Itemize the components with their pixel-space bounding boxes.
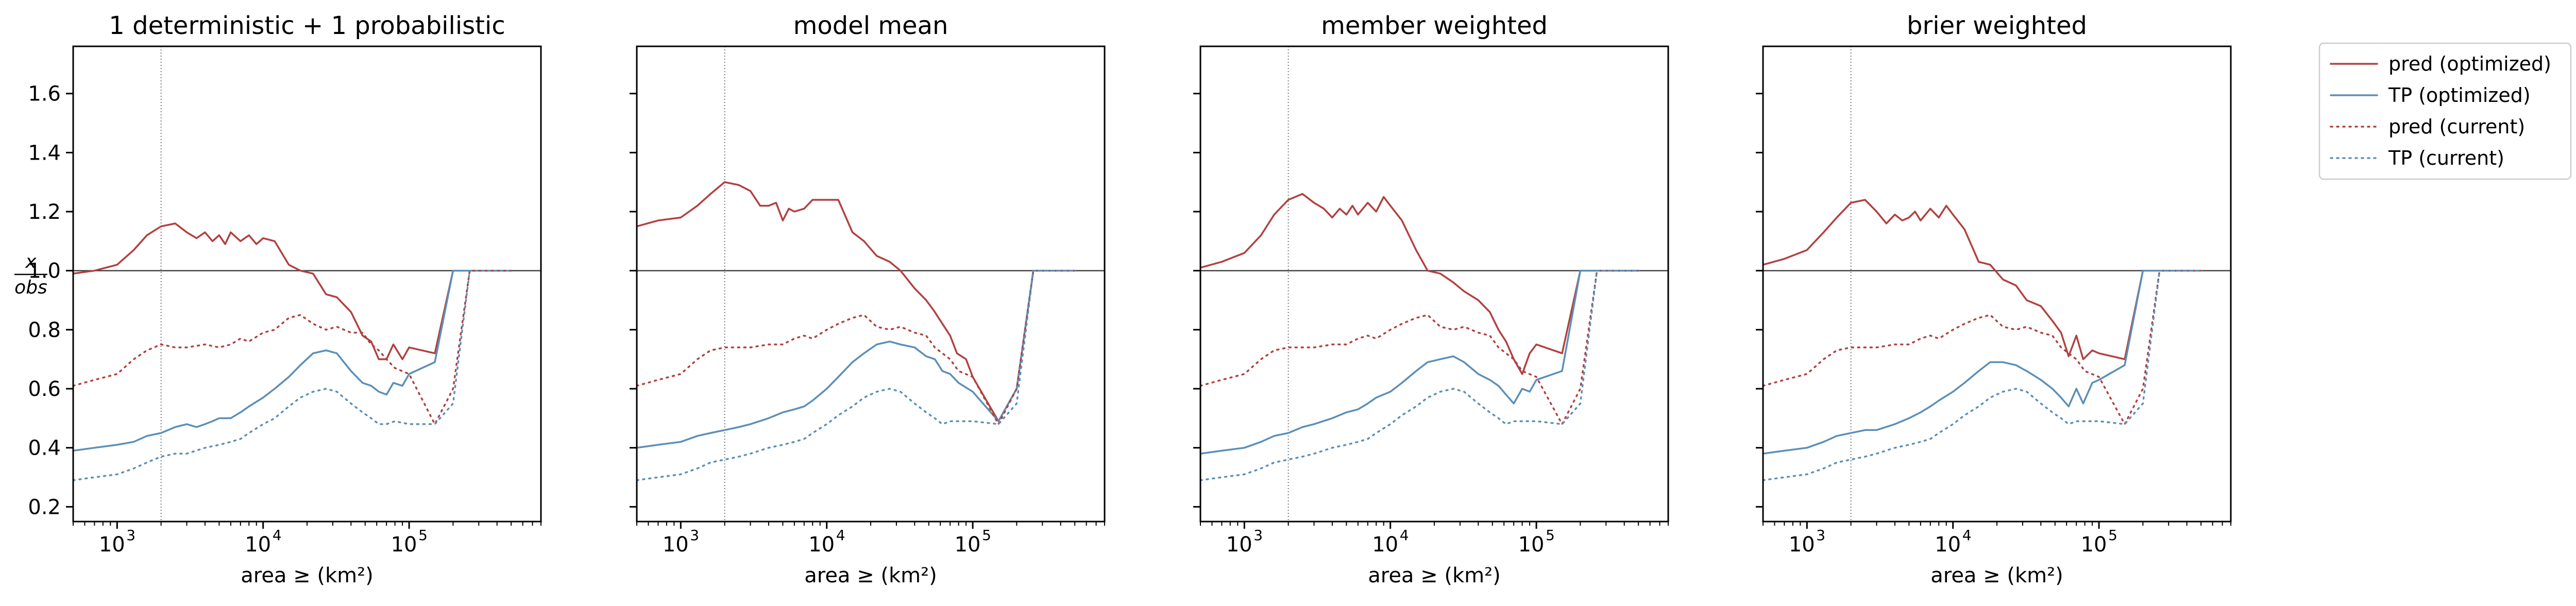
x-axis-label: area ≥ (km²) <box>1368 564 1501 587</box>
y-tick-label: 0.8 <box>28 318 61 342</box>
x-tick-label: 10 <box>245 533 271 557</box>
series-line-pred-optimized <box>73 222 512 360</box>
legend-box <box>2318 42 2572 180</box>
series-line-tp-optimized <box>1200 269 1639 455</box>
chart-series-group <box>637 181 1076 481</box>
x-axis-label: area ≥ (km²) <box>241 564 374 587</box>
plot-frame <box>1762 45 2232 523</box>
legend: pred (optimized) TP (optimized) pred (curr… <box>2318 42 2572 180</box>
chart-title: member weighted <box>1321 11 1548 40</box>
x-tick-label-exponent: 5 <box>2108 527 2117 544</box>
y-tick-label: 0.6 <box>28 377 61 401</box>
x-tick-label-exponent: 4 <box>836 527 845 544</box>
series-line-tp-current <box>637 269 1076 481</box>
chart-series-group <box>73 222 512 481</box>
series-line-pred-optimized <box>1200 193 1639 375</box>
y-tick-label: 1.4 <box>28 141 61 165</box>
x-axis-label: area ≥ (km²) <box>1930 564 2063 587</box>
plot-frame <box>1199 45 1669 523</box>
legend-label: pred (optimized) <box>2388 53 2551 75</box>
x-tick-label-exponent: 4 <box>1962 527 1972 544</box>
series-line-tp-current <box>1763 269 2202 481</box>
plot-frame <box>72 45 542 523</box>
chart-series-group <box>1763 199 2202 481</box>
x-axis-label: area ≥ (km²) <box>804 564 937 587</box>
legend-label: pred (current) <box>2388 115 2525 138</box>
series-line-pred-current <box>73 269 512 425</box>
series-line-pred-optimized <box>1763 199 2202 360</box>
y-tick-label: 0.4 <box>28 437 61 460</box>
x-tick-label-exponent: 4 <box>273 527 282 544</box>
x-tick-label-exponent: 3 <box>690 527 699 544</box>
y-tick-label: 1.0 <box>28 259 61 283</box>
chart-series-group <box>1200 193 1639 481</box>
legend-label: TP (optimized) <box>2388 84 2531 107</box>
series-line-pred-current <box>637 269 1076 425</box>
legend-label: TP (current) <box>2388 147 2504 169</box>
series-line-pred-optimized <box>637 181 1076 422</box>
x-tick-label: 10 <box>2081 533 2107 557</box>
y-axis-label-numerator: x <box>25 251 37 272</box>
x-tick-label: 10 <box>663 533 689 557</box>
series-line-tp-optimized <box>1763 269 2202 455</box>
x-tick-label-exponent: 3 <box>1816 527 1825 544</box>
chart-title: brier weighted <box>1907 11 2087 40</box>
chart-title: model mean <box>793 11 948 40</box>
x-tick-label-exponent: 3 <box>1253 527 1263 544</box>
y-tick-label: 0.2 <box>28 495 61 519</box>
chart-panel-1: 1 deterministic + 1 probabilistic 0.2 0.4 0… <box>28 11 542 587</box>
x-tick-label: 10 <box>1372 533 1398 557</box>
x-tick-label: 10 <box>99 533 125 557</box>
x-tick-label-exponent: 3 <box>126 527 135 544</box>
x-tick-label: 10 <box>808 533 835 557</box>
series-line-tp-optimized <box>73 269 512 452</box>
x-tick-label-exponent: 5 <box>1546 527 1555 544</box>
series-line-tp-current <box>73 269 512 481</box>
x-tick-label: 10 <box>1789 533 1815 557</box>
x-tick-label: 10 <box>955 533 981 557</box>
y-axis-label: x obs <box>14 251 47 298</box>
x-tick-label: 10 <box>1226 533 1252 557</box>
series-line-tp-current <box>1200 269 1639 481</box>
x-tick-label-exponent: 4 <box>1400 527 1409 544</box>
x-tick-label-exponent: 5 <box>982 527 991 544</box>
x-tick-label-exponent: 5 <box>418 527 428 544</box>
chart-panels: 1 deterministic + 1 probabilistic 0.2 0.4 0… <box>28 11 2232 587</box>
x-tick-label: 10 <box>1935 533 1961 557</box>
series-line-pred-current <box>1763 269 2202 425</box>
x-tick-label: 10 <box>1518 533 1545 557</box>
y-tick-label: 1.2 <box>28 200 61 224</box>
chart-title: 1 deterministic + 1 probabilistic <box>109 11 505 40</box>
plot-frame <box>636 45 1106 523</box>
y-tick-label: 1.6 <box>28 82 61 106</box>
series-line-pred-current <box>1200 269 1639 425</box>
x-tick-label: 10 <box>391 533 417 557</box>
y-axis-label-denominator: obs <box>14 277 47 298</box>
series-line-tp-optimized <box>637 269 1076 449</box>
